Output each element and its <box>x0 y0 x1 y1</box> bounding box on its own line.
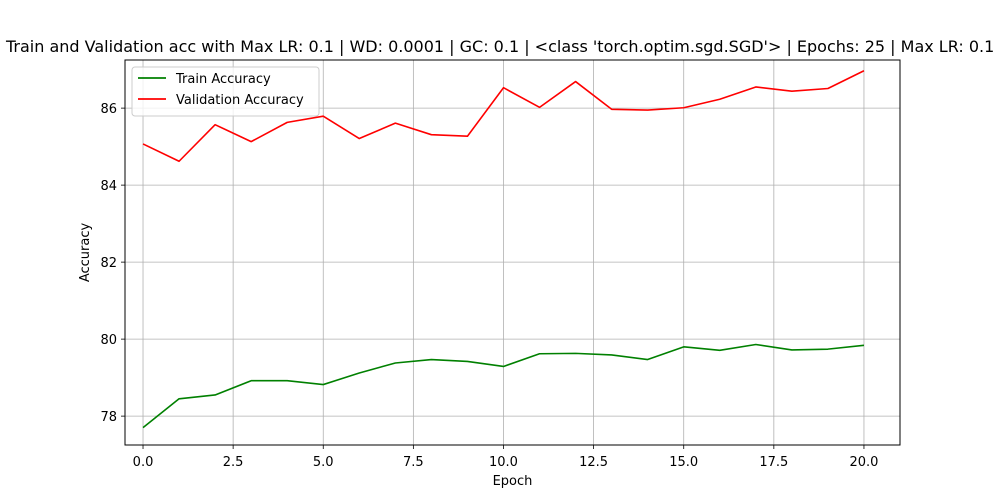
y-tick-label: 80 <box>100 333 117 348</box>
x-tick-label: 20.0 <box>849 455 878 470</box>
legend-box <box>131 66 320 117</box>
x-ticks: 0.0 2.5 5.0 7.5 10.0 12.5 15.0 17.5 20.0 <box>133 445 878 470</box>
legend: Train Accuracy Validation Accuracy <box>131 66 320 117</box>
x-tick-label: 5.0 <box>313 455 334 470</box>
x-tick-label: 17.5 <box>759 455 788 470</box>
axes-frame <box>124 59 901 446</box>
grid <box>125 60 900 445</box>
legend-label-validation: Validation Accuracy <box>176 93 304 108</box>
x-tick-label: 7.5 <box>403 455 424 470</box>
x-tick-label: 15.0 <box>669 455 698 470</box>
series-line-validation <box>142 70 865 163</box>
series <box>142 70 865 429</box>
series-line-train <box>142 343 865 429</box>
y-tick-label: 78 <box>100 410 117 425</box>
y-tick-label: 86 <box>100 102 117 117</box>
x-tick-label: 12.5 <box>579 455 608 470</box>
x-axis-label: Epoch <box>493 474 533 489</box>
y-tick-label: 84 <box>100 179 117 194</box>
chart-title: Train and Validation acc with Max LR: 0.… <box>5 37 1000 56</box>
y-axis-label: Accuracy <box>78 223 93 283</box>
x-tick-label: 0.0 <box>133 455 154 470</box>
x-tick-label: 10.0 <box>489 455 518 470</box>
legend-label-train: Train Accuracy <box>175 72 271 87</box>
y-ticks: 78 80 82 84 86 <box>100 102 125 425</box>
x-tick-label: 2.5 <box>223 455 244 470</box>
y-tick-label: 82 <box>100 256 117 271</box>
